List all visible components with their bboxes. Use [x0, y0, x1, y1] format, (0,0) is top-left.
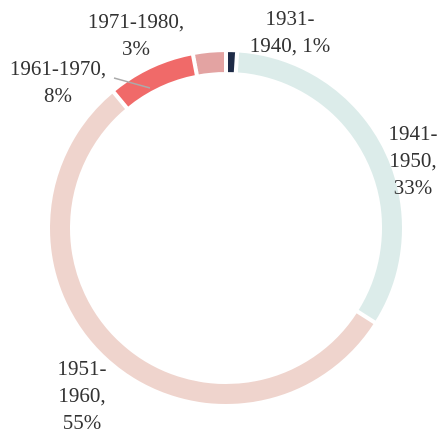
donut-segment [109, 50, 200, 113]
segment-label: 1961-19708% [3, 55, 113, 109]
segment-label: 1931-19401% [242, 5, 338, 59]
category-label: 1961-1970 [9, 56, 101, 80]
segment-label: 1951-196055% [51, 355, 113, 436]
donut-segment [46, 88, 380, 408]
donut-segment [224, 47, 240, 77]
category-label: 1931-1940 [249, 6, 315, 57]
leader-line [113, 77, 151, 89]
category-label: 1971-1980 [87, 9, 179, 33]
segment-label: 1941-195033% [382, 120, 444, 201]
value-label: 1% [292, 33, 331, 57]
segment-label: 1971-19803% [81, 8, 191, 62]
category-label: 1941-1950 [388, 121, 438, 172]
category-label: 1951-1960 [57, 356, 107, 407]
donut-segment [233, 48, 406, 327]
